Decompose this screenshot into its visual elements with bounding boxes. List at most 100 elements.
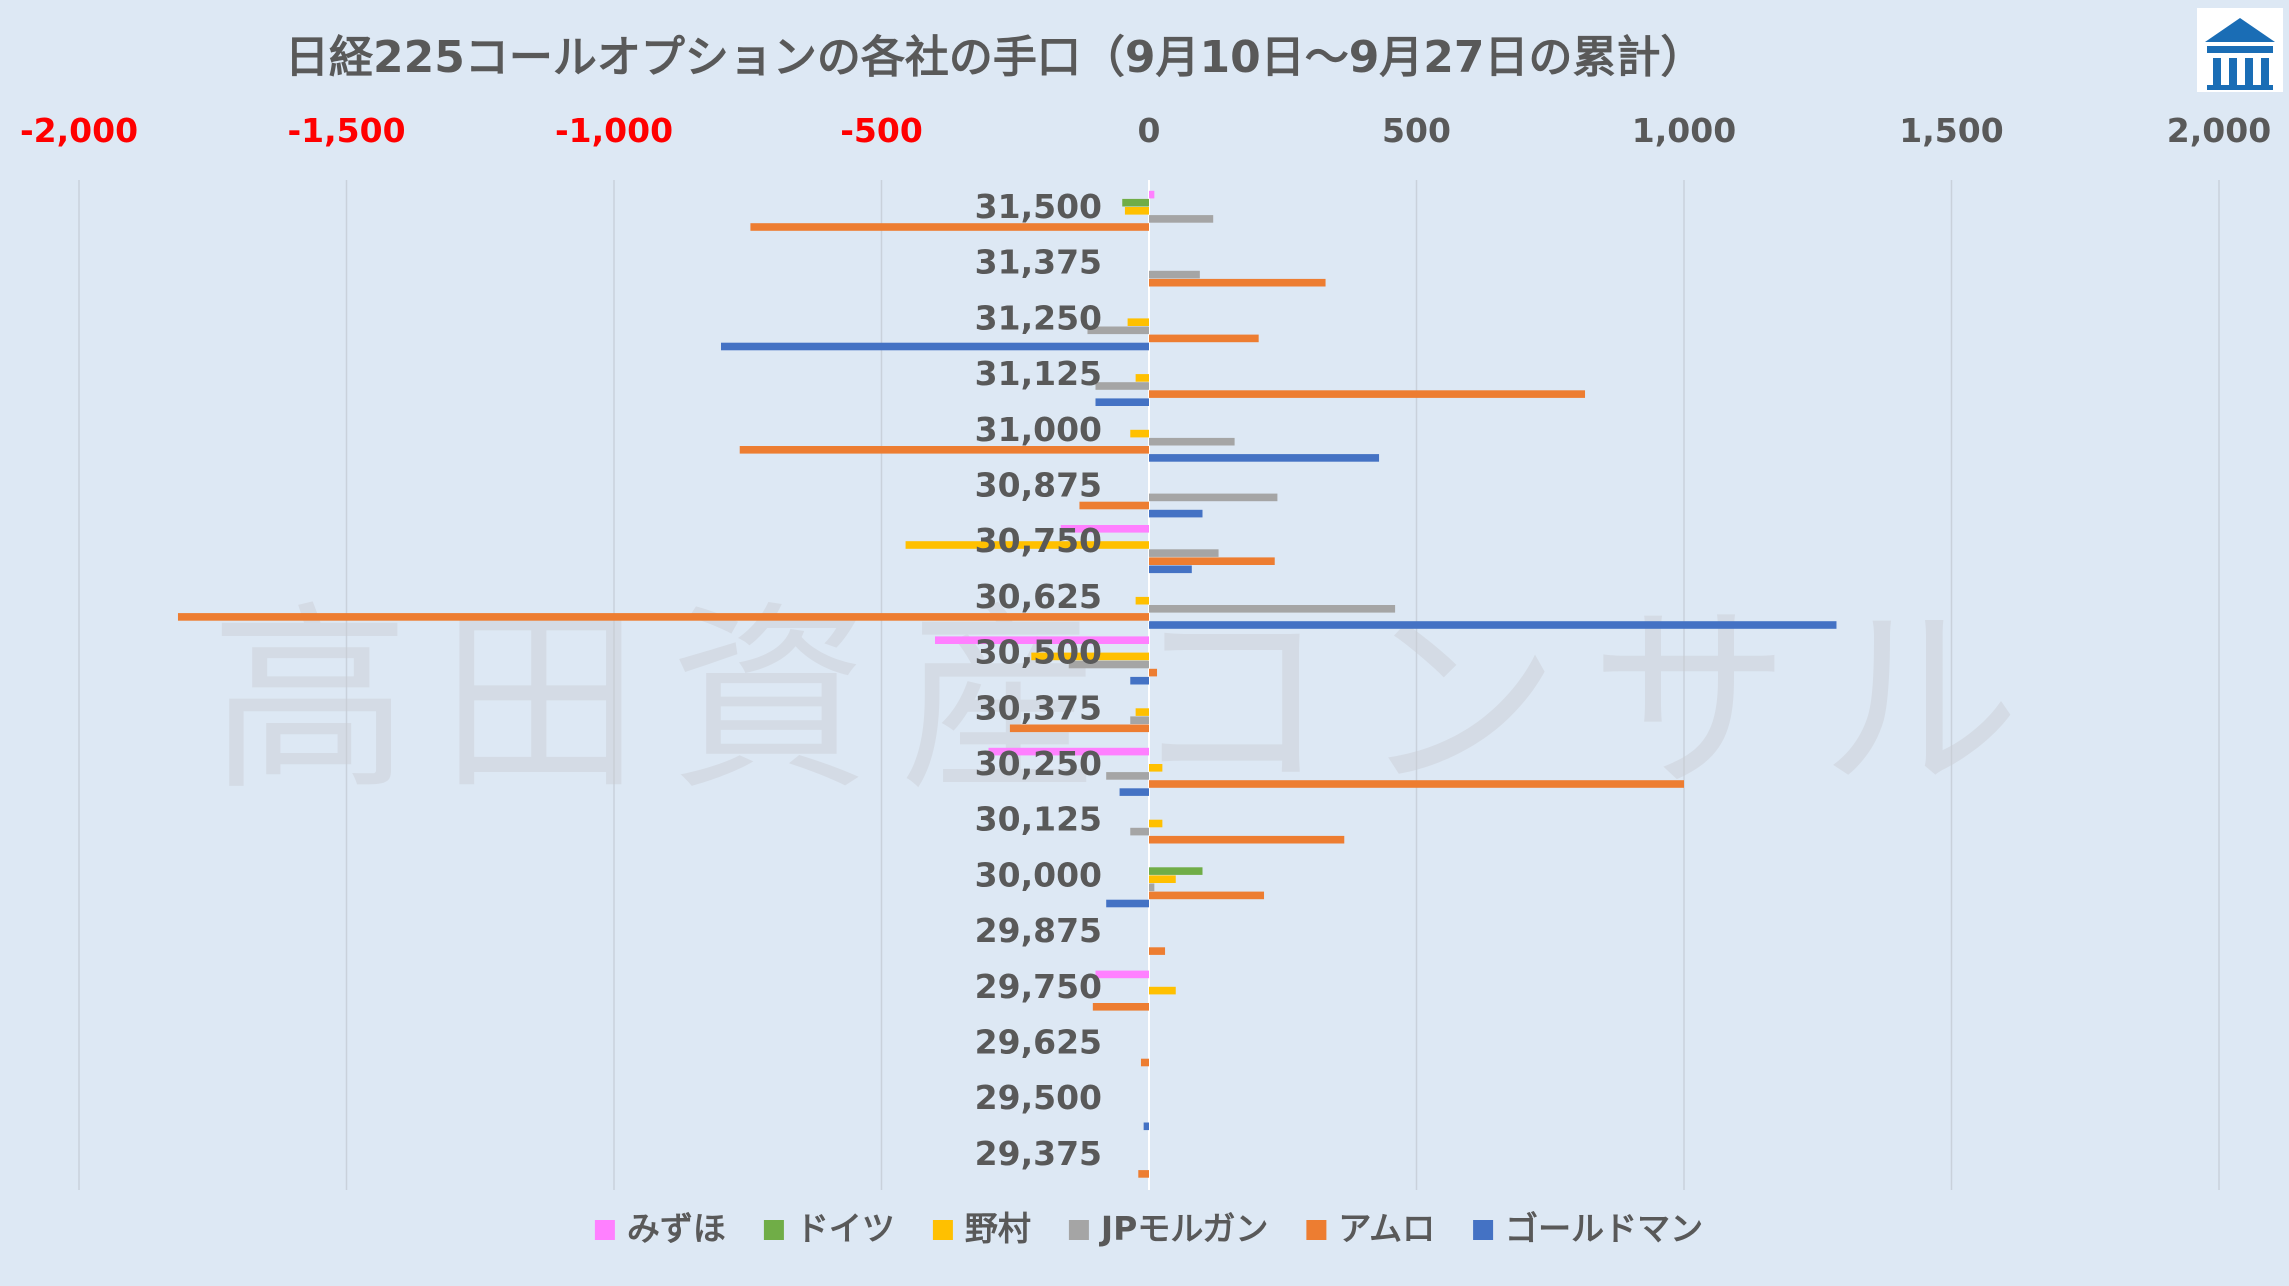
legend-swatch [932, 1220, 953, 1240]
bar [1095, 398, 1149, 406]
bar [1106, 772, 1149, 780]
bar [1149, 190, 1155, 199]
legend-swatch [1068, 1220, 1089, 1240]
legend: みずほ ドイツ 野村 JPモルガン アムロ ゴールドマン [594, 1209, 1703, 1248]
bar [1138, 1170, 1149, 1178]
bar [1135, 374, 1149, 382]
legend-label: ドイツ [796, 1209, 895, 1248]
y-tick-label: 29,375 [975, 1134, 1102, 1173]
bar [1130, 827, 1149, 836]
bar [1149, 565, 1192, 574]
y-tick-label: 30,625 [975, 577, 1102, 616]
bar [1149, 867, 1203, 875]
bar [1149, 390, 1586, 398]
x-tick-label: -1,000 [555, 111, 673, 150]
bar [1149, 835, 1345, 844]
bar [721, 342, 1149, 351]
bar [1149, 549, 1219, 557]
x-tick-label: -2,000 [20, 111, 138, 150]
bar [1119, 788, 1149, 796]
x-tick-label: 500 [1382, 111, 1451, 150]
bar [1130, 429, 1149, 438]
bar [1130, 716, 1149, 724]
y-tick-label: 30,750 [975, 521, 1102, 560]
x-tick-label: 1,000 [1632, 111, 1736, 150]
x-tick-label: -500 [840, 111, 923, 150]
y-tick-label: 31,375 [975, 243, 1102, 282]
bar [1149, 493, 1278, 502]
bars [177, 190, 1837, 1178]
bar [1031, 652, 1149, 661]
axis-labels: -2,000 -1,500 -1,000 -500 0 500 1,000 1,500 2,00… [20, 111, 2271, 1173]
bar [1149, 668, 1158, 677]
bar [1149, 780, 1684, 788]
y-tick-label: 31,500 [975, 187, 1102, 226]
bar [1124, 207, 1149, 215]
y-tick-label: 29,500 [975, 1078, 1102, 1117]
bar [1149, 509, 1203, 518]
bar [1149, 334, 1259, 343]
bar [1106, 899, 1149, 908]
bar [1068, 660, 1149, 669]
bar [739, 446, 1149, 454]
legend-swatch [594, 1220, 615, 1240]
bar [1135, 596, 1149, 605]
chart-title: 日経225コールオプションの各社の手口（9月10日～9月27日の累計） [285, 32, 1705, 83]
bar [1087, 326, 1149, 335]
y-tick-label: 30,250 [975, 744, 1102, 783]
bar [1079, 501, 1149, 510]
legend-label: アムロ [1338, 1209, 1435, 1248]
legend-swatch [763, 1220, 784, 1240]
legend-swatch [1473, 1220, 1494, 1240]
y-tick-label: 31,125 [975, 354, 1102, 393]
bar [1149, 947, 1166, 955]
bar [1130, 676, 1149, 685]
y-tick-label: 30,000 [975, 855, 1102, 894]
bar [1060, 525, 1149, 533]
bar [1143, 1122, 1149, 1131]
y-tick-label: 30,125 [975, 800, 1102, 839]
bar [1122, 198, 1149, 207]
bar [1140, 1058, 1149, 1067]
bar [1149, 270, 1200, 279]
legend-label: 野村 [965, 1209, 1031, 1248]
x-tick-label: 0 [1138, 111, 1161, 150]
y-tick-label: 29,625 [975, 1023, 1102, 1062]
x-tick-label: 2,000 [2167, 111, 2271, 150]
bar [905, 541, 1149, 549]
bar [1149, 437, 1235, 446]
bar [177, 613, 1150, 621]
bar [1095, 382, 1149, 390]
bar [1149, 621, 1837, 629]
x-tick-label: 1,500 [1899, 111, 2003, 150]
bar [1149, 215, 1214, 223]
bar [1149, 986, 1176, 995]
legend-label: JPモルガン [1099, 1209, 1268, 1248]
building-logo-icon [2197, 8, 2283, 92]
bar [1149, 605, 1396, 613]
bar [1149, 278, 1326, 287]
bar [1149, 883, 1155, 892]
bar [1149, 875, 1176, 883]
y-tick-label: 29,875 [975, 911, 1102, 950]
x-tick-label: -1,500 [287, 111, 405, 150]
bar [1092, 1003, 1149, 1011]
legend-swatch [1306, 1220, 1327, 1240]
bar [1149, 557, 1275, 565]
bar [1127, 318, 1149, 326]
bar [1149, 891, 1265, 900]
bar [1135, 708, 1149, 716]
y-tick-label: 31,250 [975, 298, 1102, 337]
legend-label: ゴールドマン [1505, 1209, 1703, 1248]
bar [1149, 764, 1163, 772]
y-tick-label: 30,375 [975, 688, 1102, 727]
bar [750, 223, 1149, 231]
y-tick-label: 30,500 [975, 633, 1102, 672]
y-tick-label: 29,750 [975, 967, 1102, 1006]
bar [1149, 819, 1163, 828]
y-tick-label: 31,000 [975, 410, 1102, 449]
bar [1009, 724, 1149, 733]
bar [935, 636, 1149, 644]
